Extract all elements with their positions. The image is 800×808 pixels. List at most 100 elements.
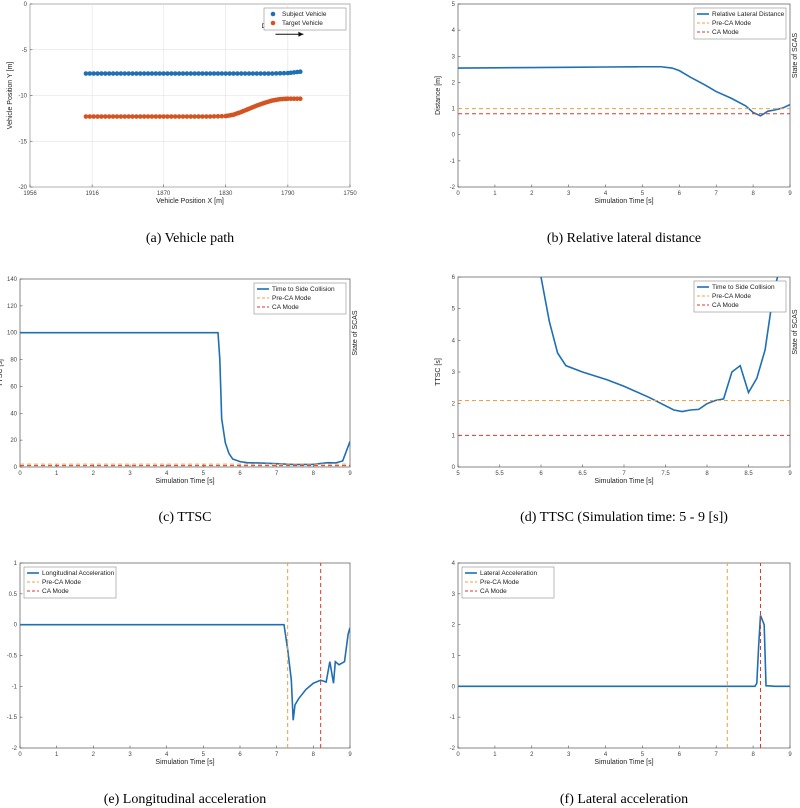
x-tick-label: 6 [678,752,682,758]
chart-caption: (b) Relative lateral distance [547,231,701,246]
data-point [149,114,155,119]
data-point [157,114,163,119]
data-point [110,71,116,76]
y-tick-label: 4 [452,561,456,567]
x-tick-label: 9 [348,471,352,477]
x-tick-label: 5.5 [495,471,504,477]
data-point [246,71,252,76]
legend-entry: CA Mode [712,29,739,36]
legend-entry: Pre-CA Mode [272,295,311,302]
data-point [137,114,143,119]
data-point [95,71,100,76]
x-tick-label: 7 [275,471,279,477]
x-tick-label: 2 [92,752,96,758]
x-tick-label: 1 [493,752,497,758]
data-point [176,114,182,119]
y-tick-label: 1 [452,433,456,439]
data-point [219,71,225,76]
legend-entry: Subject Vehicle [282,11,327,18]
data-point [83,114,89,119]
data-point [122,71,128,76]
y-tick-label: -10 [18,94,27,100]
y-tick-label: 20 [10,438,17,444]
right-axis-label: State of SCAS [352,310,359,355]
y-tick-label: 140 [7,277,18,283]
data-point [161,71,166,76]
y-tick-label: -2 [450,185,456,191]
y-tick-label: -1 [12,684,18,690]
series-layer [20,563,350,748]
data-point [149,71,155,76]
data-point [87,114,93,119]
x-tick-label: 8 [751,752,755,758]
y-tick-label: -1.5 [7,715,18,721]
data-point [227,71,232,76]
y-tick-label: 3 [452,54,456,60]
y-axis-label: TTSC [s] [0,359,4,387]
chart-caption: (f) Lateral acceleration [560,792,688,807]
y-tick-label: 0 [24,2,28,8]
x-tick-label: 8 [312,752,316,758]
legend: Time to Side Collision Pre-CA Mode CA Mode [693,280,787,313]
x-tick-label: 7 [715,191,719,197]
y-tick-label: 5 [452,307,456,313]
x-tick-label: 2 [530,752,534,758]
x-tick-label: 0 [18,471,22,477]
y-tick-label: 5 [452,2,456,8]
x-tick-label: 6 [238,471,242,477]
x-tick-label: 5 [641,191,645,197]
y-tick-label: 80 [10,358,17,364]
data-point [273,71,279,76]
data-point [176,71,182,76]
legend-entry: Pre-CA Mode [712,20,751,27]
x-tick-label: 5 [456,471,460,477]
y-tick-label: 60 [10,384,17,390]
y-tick-label: -5 [22,48,28,54]
x-tick-label: 9 [788,752,792,758]
x-tick-label: 6.5 [578,471,587,477]
x-tick-label: 2 [92,471,96,477]
data-point [137,71,143,76]
x-tick-label: 1830 [219,191,233,197]
y-tick-label: -1 [450,159,456,165]
data-point [165,114,170,119]
y-tick-label: 0 [452,684,456,690]
x-tick-label: 0 [18,752,22,758]
x-tick-label: 8 [751,191,755,197]
data-point [169,71,174,76]
data-point [250,71,256,76]
x-tick-label: 4 [604,752,608,758]
chart-caption: (c) TTSC [158,510,211,525]
data-point [283,96,289,102]
data-point [122,114,128,119]
x-axis-label: Vehicle Position X [m] [156,198,224,205]
data-point [207,114,213,119]
x-tick-label: 3 [128,471,132,477]
legend-entry: Target Vehicle [282,20,323,27]
series-layer [83,69,303,119]
data-point [134,114,139,119]
x-axis-label: Simulation Time [s] [155,478,214,485]
data-point [192,71,197,76]
data-point [294,69,300,75]
legend: Time to Side Collision Pre-CA Mode CA Mode [253,282,347,315]
x-axis-label: Simulation Time [s] [155,759,214,766]
x-axis-label: Simulation Time [s] [594,759,653,766]
data-point [118,71,124,76]
x-tick-label: 9 [788,471,792,477]
legend: Longitudinal Acceleration Pre-CA Mode CA M… [23,566,117,599]
legend-entry: Longitudinal Acceleration [42,570,115,577]
x-tick-label: 4 [165,752,169,758]
data-point [260,101,265,106]
legend: Relative Lateral Distance Pre-CA Mode CA M… [693,7,787,40]
y-tick-label: 0 [452,465,456,471]
x-tick-label: 2 [530,191,534,197]
x-tick-label: 6 [539,471,543,477]
series-layer [20,331,350,467]
legend-entry: CA Mode [712,302,739,309]
x-tick-label: 1 [55,752,59,758]
x-tick-label: 3 [567,191,571,197]
data-point [103,114,108,119]
x-tick-label: 9 [348,752,352,758]
legend-entry: Time to Side Collision [272,286,335,293]
